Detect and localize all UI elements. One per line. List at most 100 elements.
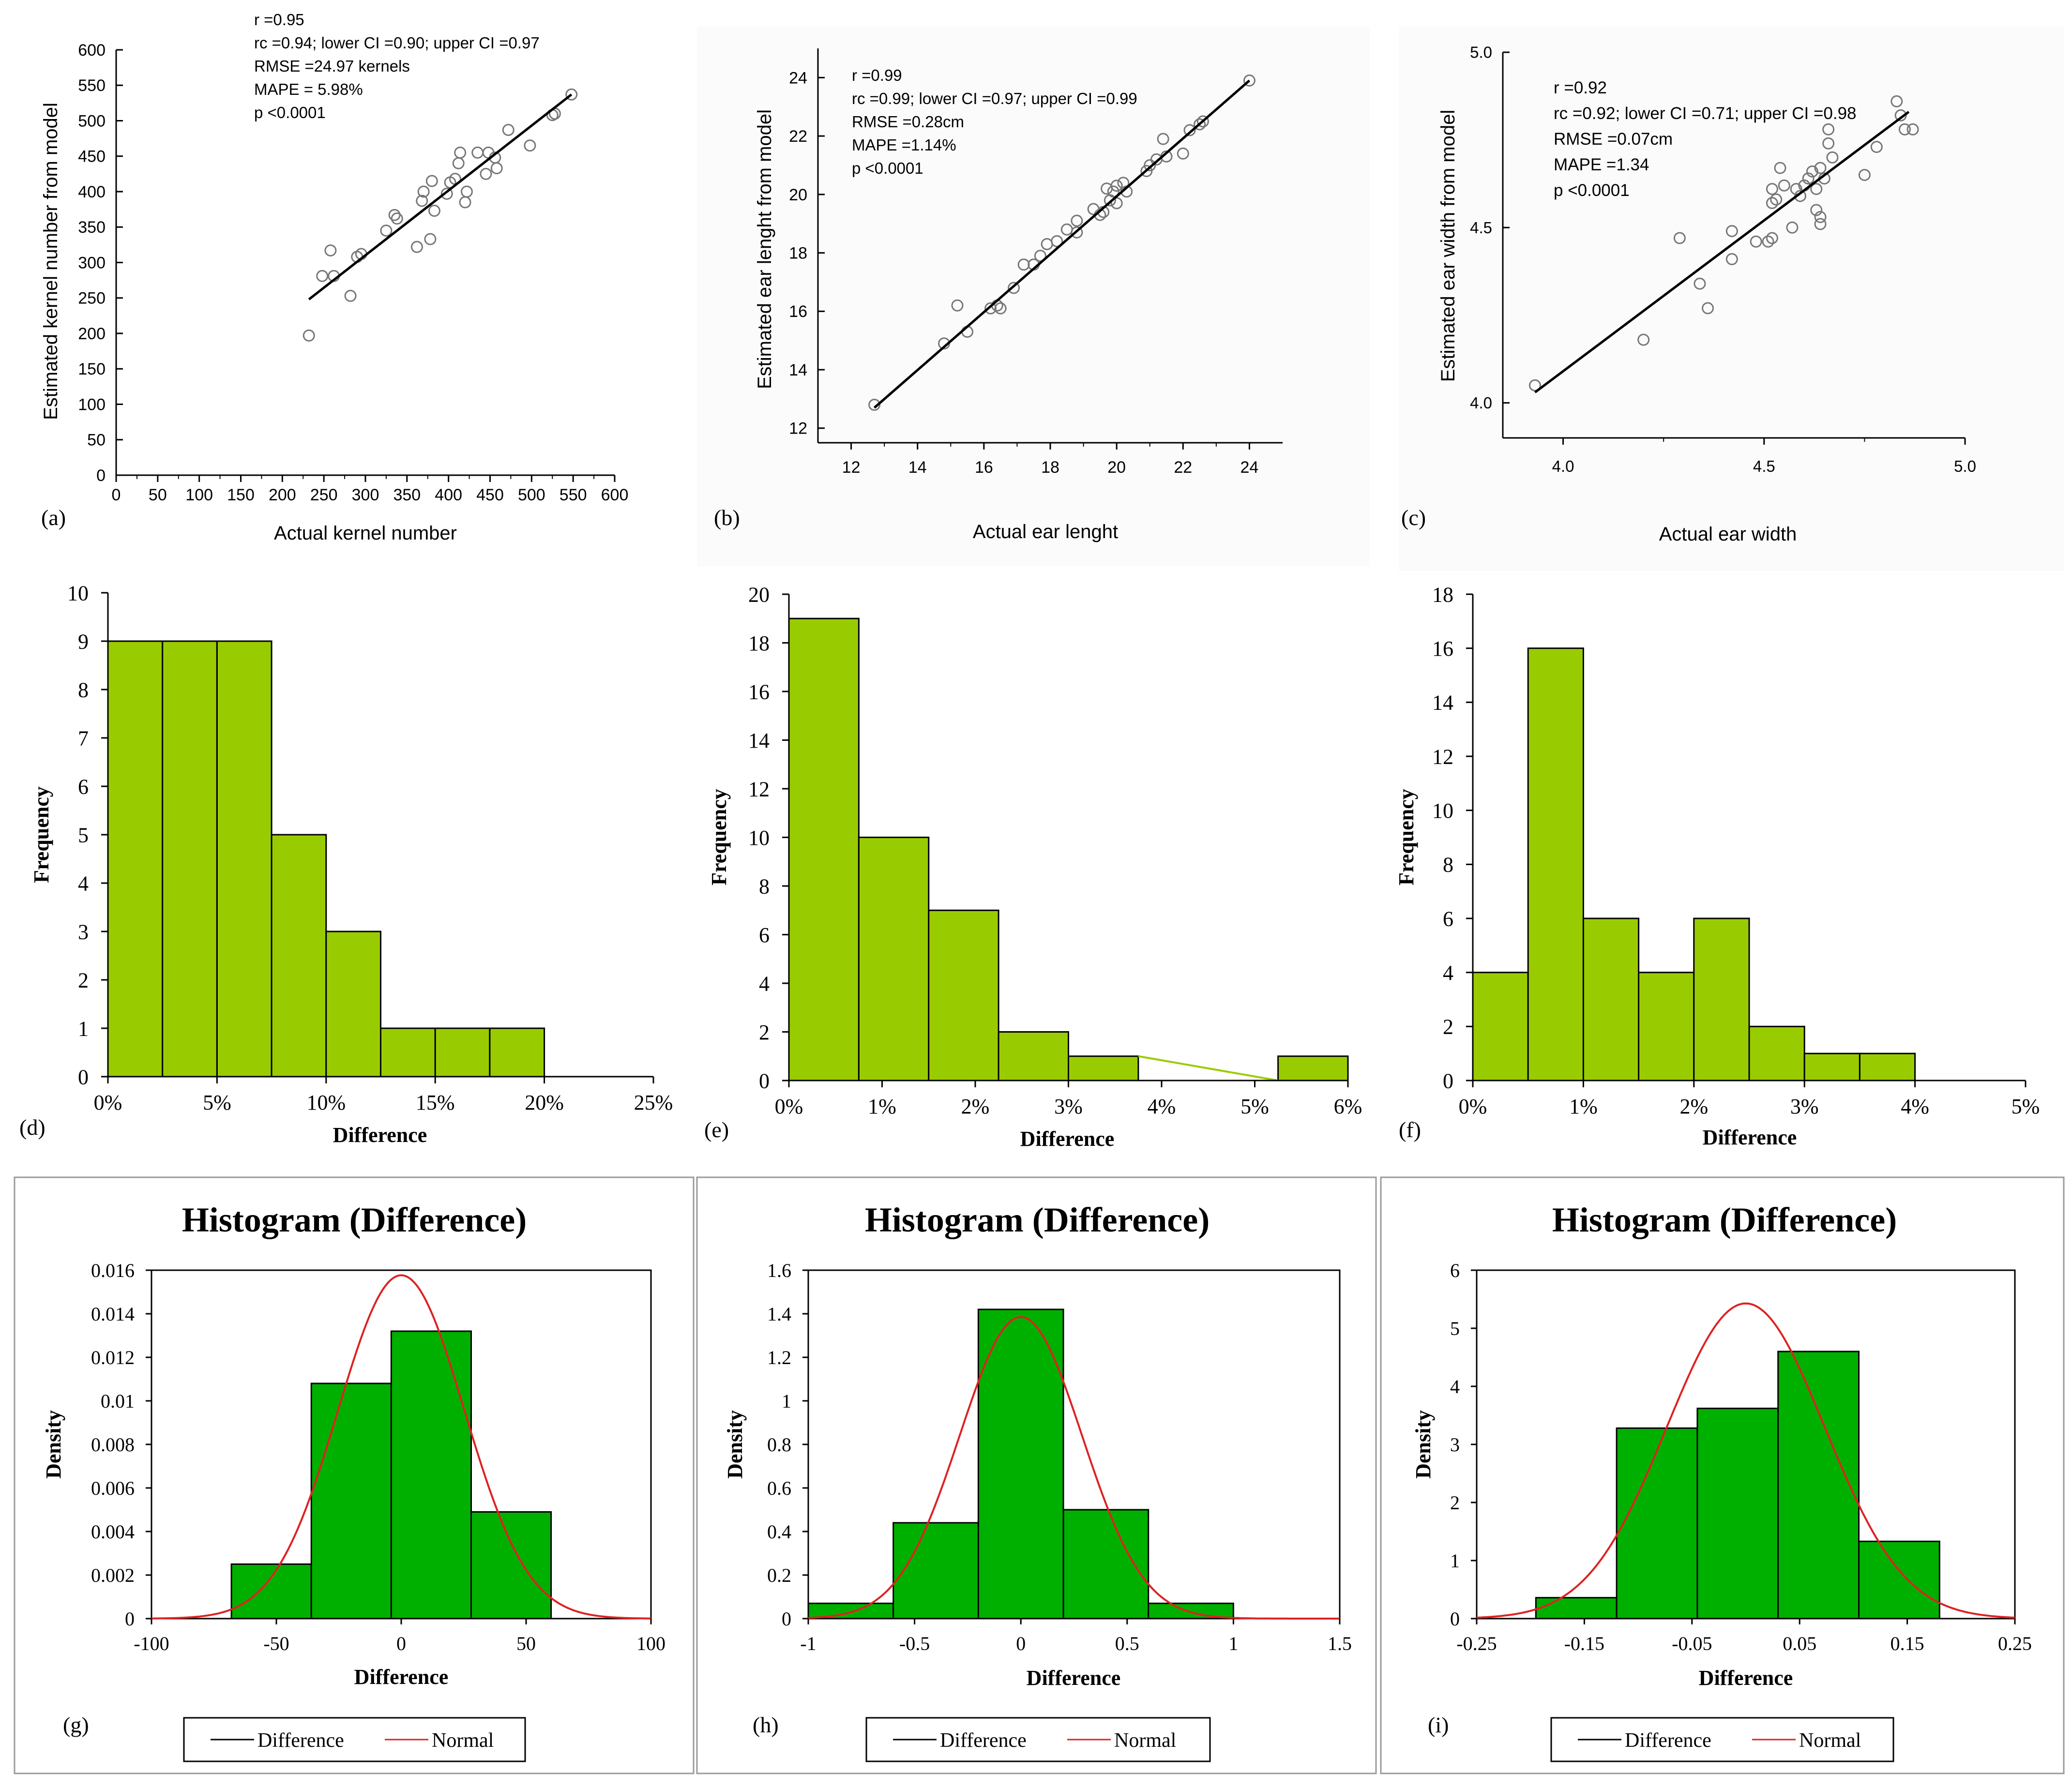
- y-axis-label: Density: [1411, 1410, 1435, 1479]
- x-tick-label: 25%: [634, 1091, 673, 1114]
- x-tick-label: 0.15: [1891, 1633, 1924, 1654]
- scatter-point: [1194, 118, 1206, 131]
- legend-label: Difference: [940, 1729, 1027, 1752]
- y-tick-label: 2: [1450, 1492, 1460, 1514]
- scatter-point: [459, 196, 471, 209]
- scatter-point: [1183, 124, 1196, 136]
- scatter-point: [1528, 379, 1541, 391]
- y-tick-label: 4.5: [1470, 219, 1492, 237]
- x-tick-label: 4.5: [1753, 457, 1775, 475]
- x-tick-label: -1: [800, 1633, 816, 1654]
- y-axis-label: Density: [723, 1410, 747, 1479]
- x-tick-label: 1%: [1569, 1095, 1598, 1118]
- stat-text: rc =0.99; lower CI =0.97; upper CI =0.99: [852, 90, 1137, 107]
- y-axis-label: Estimated kernel number from model: [40, 103, 61, 420]
- stat-text: MAPE = 5.98%: [254, 80, 363, 98]
- histogram-bar: [1638, 972, 1695, 1081]
- y-tick-label: 4.0: [1470, 394, 1492, 412]
- y-tick-label: 300: [78, 254, 106, 272]
- x-axis-label: Difference: [354, 1665, 449, 1689]
- y-tick-label: 9: [78, 630, 89, 653]
- histogram-bar: [1582, 917, 1640, 1081]
- stat-text: RMSE =0.28cm: [852, 113, 964, 131]
- x-tick-label: 200: [269, 486, 296, 504]
- y-tick-label: 3: [78, 920, 89, 944]
- scatter-point: [1034, 250, 1046, 262]
- scatter-point: [1814, 162, 1827, 174]
- y-tick-label: 4: [1450, 1376, 1460, 1397]
- y-tick-label: 18: [1432, 583, 1453, 606]
- x-tick-label: 0: [112, 486, 121, 504]
- scatter-point: [565, 88, 578, 101]
- histogram-bar: [1777, 1351, 1860, 1620]
- histogram-bar: [310, 1382, 392, 1620]
- x-tick-label: 50: [516, 1633, 536, 1654]
- x-tick-label: 4%: [1901, 1095, 1929, 1118]
- x-axis-label: Difference: [1699, 1666, 1793, 1690]
- stat-text: p <0.0001: [1554, 181, 1630, 200]
- panel-frame: [14, 1176, 695, 1774]
- scatter-point: [1891, 95, 1903, 107]
- y-tick-label: 16: [748, 680, 770, 704]
- stat-text: MAPE =1.14%: [852, 136, 956, 154]
- panel-i: Histogram (Difference) -0.25 -0.15 -0.05 0.0…: [1380, 1176, 2065, 1774]
- y-tick-label: 400: [78, 183, 106, 201]
- y-tick-label: 250: [78, 289, 106, 308]
- scatter-point: [440, 187, 453, 200]
- x-tick-label: 400: [435, 486, 462, 504]
- scatter-point: [1177, 147, 1189, 160]
- scatter-point: [1762, 235, 1774, 248]
- scatter-point: [994, 302, 1007, 315]
- y-tick-label: 500: [78, 112, 106, 130]
- histogram-bar: [162, 640, 218, 1078]
- histogram-bar: [1277, 1055, 1349, 1081]
- y-tick-label: 8: [759, 874, 770, 898]
- y-axis-label: Frequency: [30, 786, 53, 883]
- y-tick-label: 3: [1450, 1434, 1460, 1456]
- scatter-point: [951, 299, 964, 312]
- y-tick-label: 0.006: [91, 1477, 135, 1499]
- y-tick-label: 0.4: [767, 1521, 791, 1543]
- stat-text: RMSE =24.97 kernels: [254, 57, 410, 75]
- x-tick-label: 3%: [1054, 1095, 1083, 1118]
- scatter-point: [868, 399, 881, 411]
- y-axis-label: Density: [42, 1410, 65, 1479]
- y-tick-label: 20: [748, 583, 770, 606]
- legend: Difference Normal: [183, 1717, 526, 1762]
- y-tick-label: 22: [789, 127, 807, 146]
- x-axis-label: Difference: [1027, 1666, 1121, 1690]
- y-tick-label: 4: [1443, 961, 1453, 985]
- y-tick-label: 1.2: [767, 1347, 791, 1368]
- x-tick-label: 16: [975, 458, 993, 477]
- scatter-point: [1870, 141, 1883, 153]
- histogram-bar: [1527, 647, 1584, 1081]
- x-tick-label: -0.25: [1456, 1633, 1497, 1654]
- x-tick-label: -0.15: [1564, 1633, 1604, 1654]
- y-tick-label: 6: [759, 923, 770, 947]
- y-tick-label: 6: [1450, 1260, 1460, 1281]
- y-tick-label: 2: [1443, 1015, 1453, 1039]
- x-tick-label: 0%: [94, 1091, 122, 1114]
- legend-label: Normal: [432, 1729, 494, 1752]
- y-tick-label: 1.6: [767, 1260, 791, 1281]
- scatter-point: [1822, 123, 1835, 135]
- scatter-point: [1071, 226, 1083, 239]
- scatter-point: [1107, 185, 1119, 198]
- scatter-point: [416, 195, 428, 207]
- x-axis-label: Difference: [333, 1123, 427, 1147]
- scatter-point: [324, 244, 337, 257]
- y-tick-label: 18: [748, 631, 770, 655]
- panel-label: (b): [714, 505, 740, 530]
- panel-label: (e): [704, 1117, 729, 1142]
- x-tick-label: 20: [1107, 458, 1126, 477]
- x-tick-label: 18: [1041, 458, 1059, 477]
- legend-label: Normal: [1799, 1729, 1861, 1752]
- histogram-bar: [489, 1027, 545, 1078]
- panel-label: (i): [1428, 1712, 1449, 1737]
- x-tick-label: 3%: [1790, 1095, 1819, 1118]
- y-tick-label: 100: [78, 395, 106, 414]
- y-tick-label: 2: [759, 1021, 770, 1044]
- stat-text: RMSE =0.07cm: [1554, 130, 1673, 149]
- scatter-point: [1637, 333, 1650, 346]
